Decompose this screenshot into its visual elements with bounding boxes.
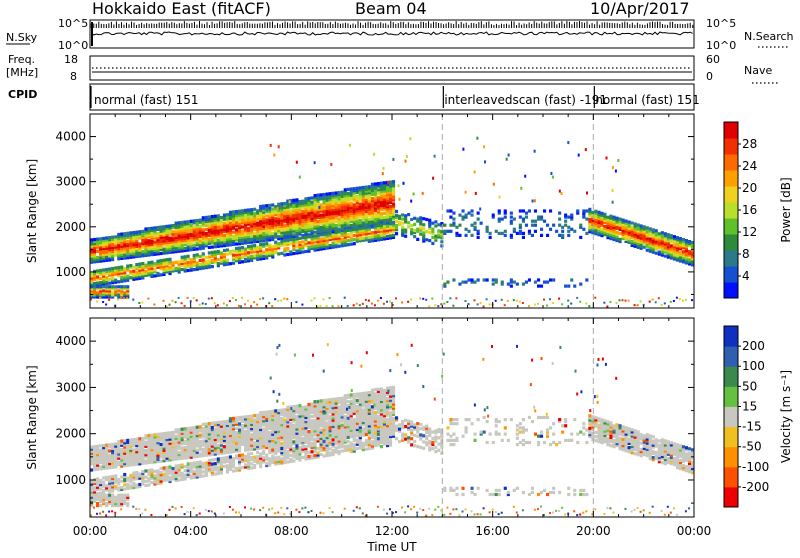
colorbar-tick-label: 12 [742, 225, 757, 239]
colorbar-segment [724, 250, 738, 267]
freq-unit-label: [MHz] [6, 66, 38, 79]
colorbar-tick-label: 4 [742, 269, 750, 283]
station-title: Hokkaido East (fitACF) [92, 0, 271, 18]
colorbar-segment [724, 154, 738, 171]
colorbar-segment [724, 406, 738, 427]
x-axis-title: Time UT [366, 540, 417, 554]
y-tick-label: 3000 [55, 380, 86, 394]
cpid-mode-label: interleavedscan (fast) -191 [444, 93, 607, 107]
x-tick-label: 00:00 [73, 524, 108, 538]
nsky-bottom-tick: 10^0 [58, 39, 88, 52]
nsearch-top-tick: 10^5 [706, 17, 736, 30]
x-tick-label: 00:00 [677, 524, 712, 538]
y-tick-label: 2000 [55, 220, 86, 234]
colorbar-tick-label: -100 [742, 460, 769, 474]
colorbar-tick-label: -50 [742, 440, 762, 454]
cpid-mode-label: normal (fast) 151 [595, 93, 699, 107]
colorbar-tick-label: 200 [742, 339, 765, 353]
colorbar-segment [724, 386, 738, 407]
y-tick-label: 4000 [55, 334, 86, 348]
colorbar-segment [724, 346, 738, 367]
nsky-strip: N.Sky 10^5 10^0 10^5 10^0 N.Search [6, 17, 794, 52]
y-tick-label: 2000 [55, 427, 86, 441]
freq-bottom-tick: 8 [70, 70, 77, 83]
nave-label: Nave [744, 64, 772, 77]
x-tick-label: 16:00 [475, 524, 510, 538]
colorbar-segment [724, 427, 738, 448]
colorbar-segment [724, 234, 738, 251]
frequency-strip: Freq. [MHz] 18 8 60 0 Nave [6, 53, 778, 83]
colorbar-tick-label: 24 [742, 159, 757, 173]
colorbar-segment [724, 138, 738, 155]
colorbar-tick-label: 100 [742, 359, 765, 373]
nsearch-label: N.Search [744, 30, 794, 43]
nsearch-bottom-tick: 10^0 [706, 39, 736, 52]
colorbar-tick-label: 20 [742, 181, 757, 195]
beam-title: Beam 04 [355, 0, 427, 18]
colorbar-tick-label: 8 [742, 247, 750, 261]
y-tick-label: 1000 [55, 265, 86, 279]
date-title: 10/Apr/2017 [590, 0, 690, 18]
colorbar-segment [724, 366, 738, 387]
cpid-label: CPID [8, 88, 37, 101]
colorbar-tick-label: 15 [742, 399, 757, 413]
cpid-mode-label: normal (fast) 151 [94, 93, 198, 107]
colorbar-tick-label: -200 [742, 480, 769, 494]
colorbar-title: Power [dB] [779, 177, 793, 242]
freq-label: Freq. [8, 53, 35, 66]
freq-top-tick: 18 [64, 53, 78, 66]
colorbar-segment [724, 266, 738, 283]
colorbar-segment [724, 487, 738, 508]
y-tick-label: 4000 [55, 130, 86, 144]
colorbar-tick-label: -15 [742, 420, 762, 434]
y-tick-label: 1000 [55, 473, 86, 487]
colorbar-segment [724, 326, 738, 347]
colorbar-tick-label: 50 [742, 379, 757, 393]
colorbar-tick-label: 28 [742, 137, 757, 151]
colorbar-segment [724, 467, 738, 488]
nsky-top-tick: 10^5 [58, 17, 88, 30]
y-axis-title: Slant Range [km] [25, 365, 39, 469]
colorbar-tick-label: 16 [742, 203, 757, 217]
nsky-label: N.Sky [6, 31, 38, 44]
nave-top-tick: 60 [706, 53, 720, 66]
colorbar-segment [724, 122, 738, 139]
colorbar-title: Velocity [m s⁻¹] [779, 370, 793, 463]
y-tick-label: 3000 [55, 175, 86, 189]
power-panel: 1000 2000 3000 4000 Slant Range [km] 4 8 12 16 20… [25, 114, 793, 308]
colorbar-segment [724, 282, 738, 299]
colorbar-segment [724, 202, 738, 219]
colorbar-segment [724, 186, 738, 203]
velocity-panel: 1000 2000 3000 4000 Slant Range [km] 200 100 50… [25, 318, 793, 517]
x-tick-label: 12:00 [375, 524, 410, 538]
colorbar-segment [724, 170, 738, 187]
x-tick-label: 20:00 [576, 524, 611, 538]
colorbar-segment [724, 218, 738, 235]
nave-bottom-tick: 0 [706, 70, 713, 83]
x-tick-label: 08:00 [274, 524, 309, 538]
colorbar-segment [724, 447, 738, 468]
y-axis-title: Slant Range [km] [25, 159, 39, 263]
x-tick-label: 04:00 [173, 524, 208, 538]
